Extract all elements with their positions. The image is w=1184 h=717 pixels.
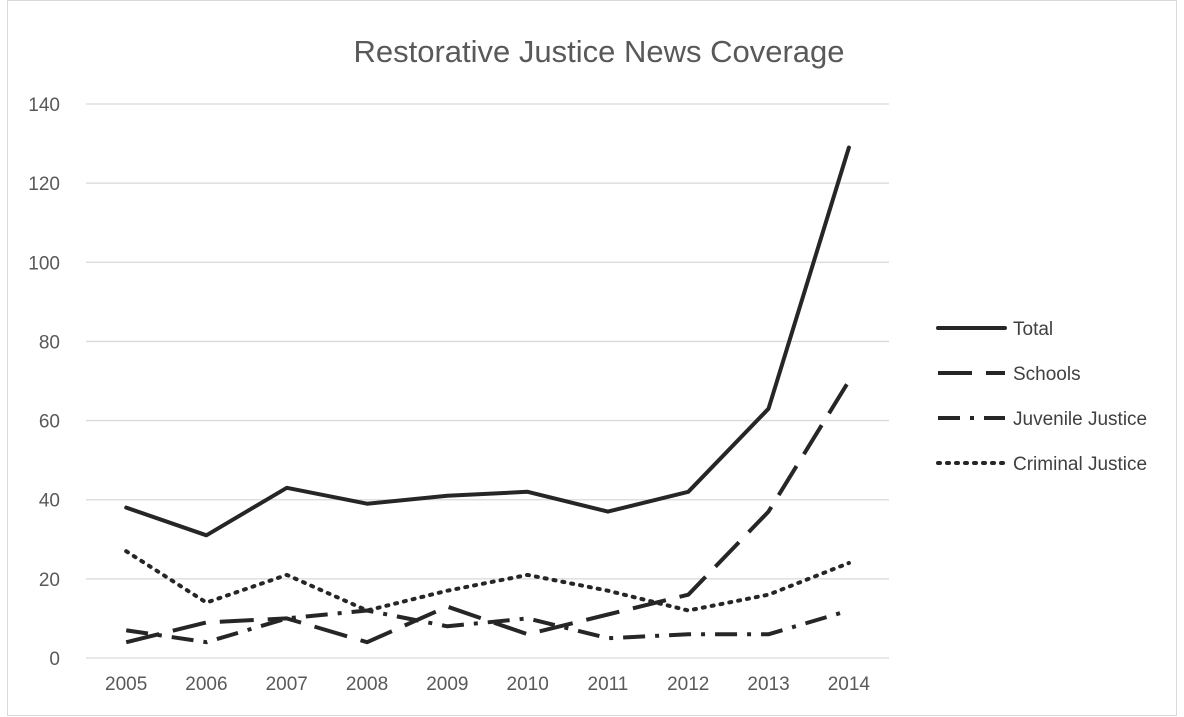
legend-label-criminal-justice: Criminal Justice: [1013, 454, 1147, 475]
chart-title: Restorative Justice News Coverage: [353, 34, 844, 69]
series-line-criminal-justice: [124, 549, 851, 613]
series-line-juvenile-justice: [125, 608, 850, 645]
y-tick-label: 20: [39, 570, 60, 591]
legend: Total Schools Juvenile Justice Criminal Jus…: [936, 319, 1147, 475]
y-tick-label: 120: [28, 174, 60, 195]
chart-frame: Restorative Justice News Coverage 0 20 40 6…: [7, 0, 1177, 716]
x-tick-label: 2010: [507, 674, 549, 695]
x-tick-label: 2014: [828, 674, 871, 695]
y-tick-label: 0: [49, 649, 60, 670]
series-line-schools: [125, 379, 851, 645]
x-tick-label: 2007: [266, 674, 308, 695]
x-tick-label: 2009: [426, 674, 468, 695]
y-tick-label: 140: [28, 95, 60, 116]
gridlines: [86, 103, 889, 659]
legend-label-juvenile-justice: Juvenile Justice: [1013, 409, 1147, 430]
x-axis-tick-labels: 2005 2006 2007 2008 2009 2010 2011 2012 2013 2014: [105, 674, 870, 695]
x-tick-label: 2012: [667, 674, 709, 695]
series-lines: [124, 145, 851, 645]
line-chart: Restorative Justice News Coverage 0 20 40 6…: [28, 34, 1147, 695]
legend-label-total: Total: [1013, 319, 1053, 340]
legend-label-schools: Schools: [1013, 364, 1081, 385]
x-tick-label: 2006: [185, 674, 227, 695]
y-tick-label: 40: [39, 491, 60, 512]
y-tick-label: 100: [28, 253, 60, 274]
x-tick-label: 2011: [588, 674, 629, 695]
x-tick-label: 2013: [747, 674, 789, 695]
y-axis-tick-labels: 0 20 40 60 80 100 120 140: [28, 95, 60, 670]
x-tick-label: 2005: [105, 674, 147, 695]
series-line-total: [124, 145, 851, 538]
y-tick-label: 80: [39, 332, 60, 353]
x-tick-label: 2008: [346, 674, 388, 695]
y-tick-label: 60: [39, 412, 60, 433]
